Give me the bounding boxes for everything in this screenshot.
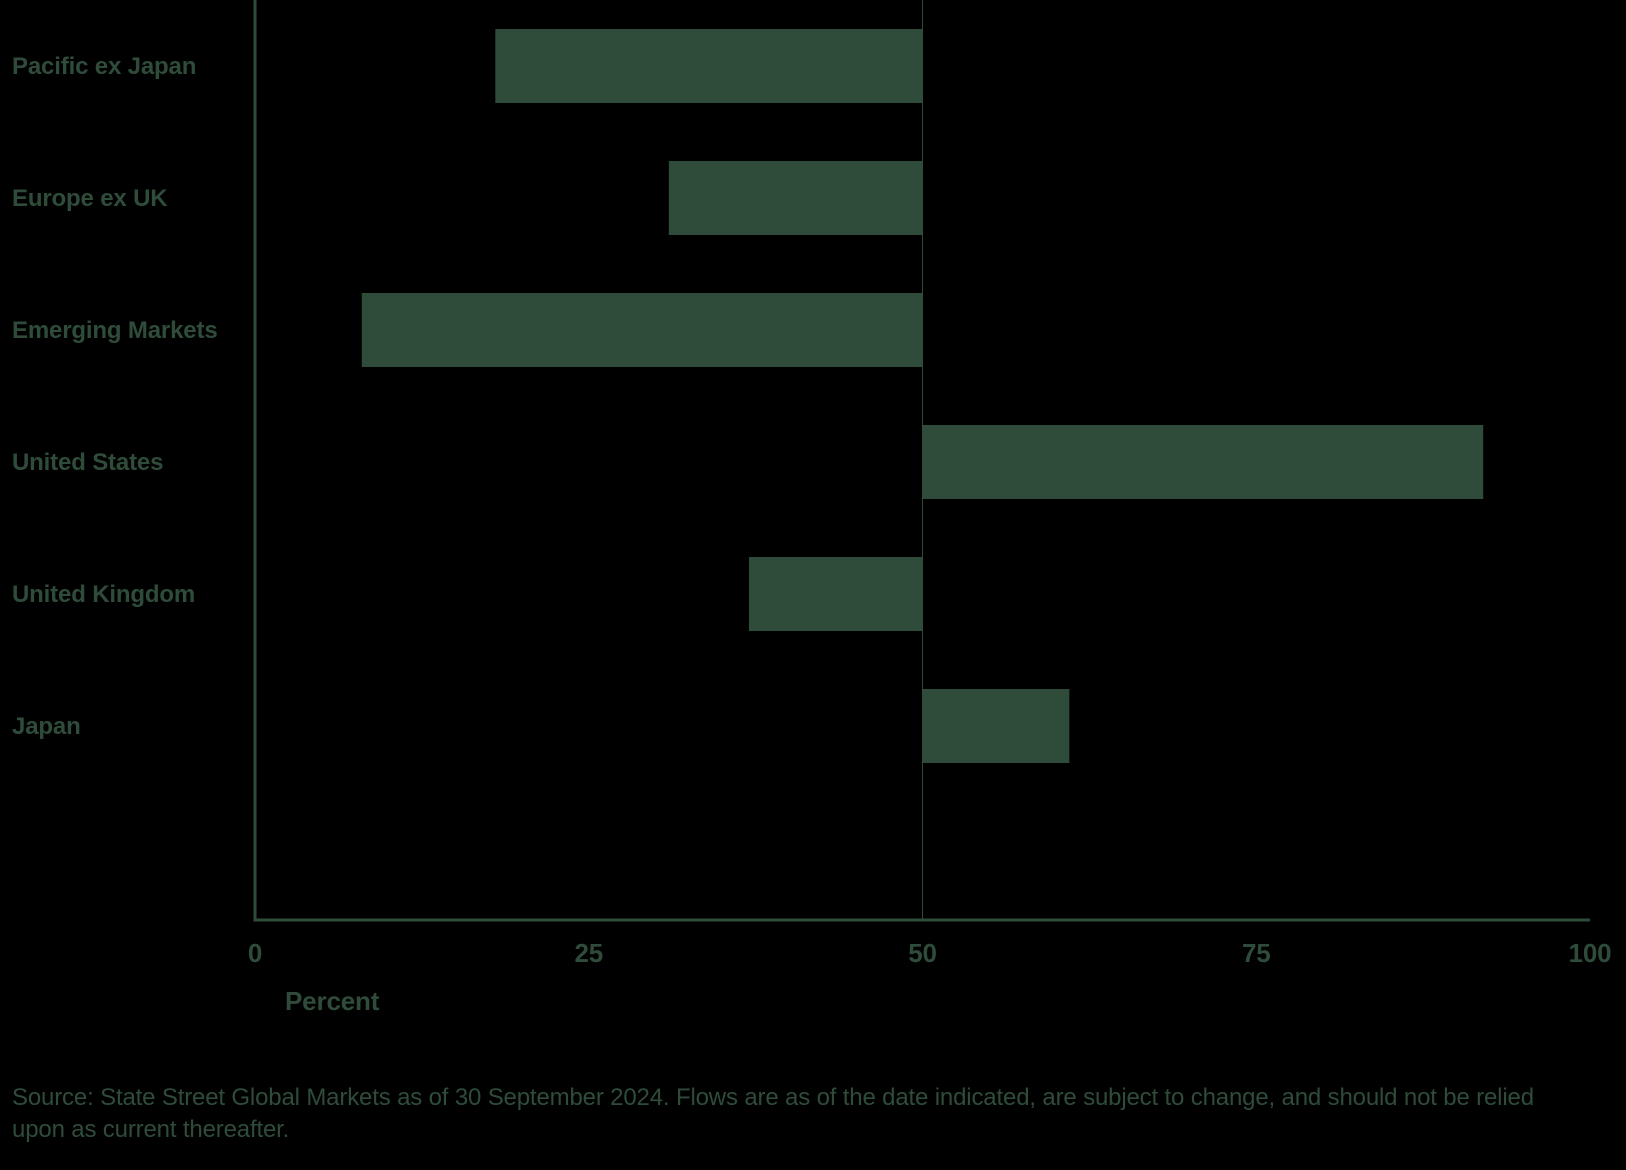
x-axis-tick: 0 <box>248 938 262 968</box>
flows-bar-chart: Pacific ex Japan Europe ex UK Emerging Mar… <box>0 0 1626 1060</box>
bar <box>749 557 923 631</box>
y-axis-label: Europe ex UK <box>12 185 168 212</box>
bar <box>669 161 923 235</box>
x-axis-tick: 50 <box>908 938 937 968</box>
y-axis-label: Pacific ex Japan <box>12 53 196 80</box>
bar <box>495 29 922 103</box>
x-axis-tick: 75 <box>1242 938 1271 968</box>
bar <box>362 293 923 367</box>
x-axis-title: Percent <box>285 986 380 1016</box>
bar <box>923 689 1070 763</box>
source-footnote: Source: State Street Global Markets as o… <box>12 1082 1586 1147</box>
y-axis-label: United States <box>12 449 163 476</box>
x-axis-tick: 25 <box>574 938 603 968</box>
bar <box>923 425 1484 499</box>
x-axis-tick: 100 <box>1569 938 1612 968</box>
y-axis-label: United Kingdom <box>12 581 195 608</box>
y-axis-label: Emerging Markets <box>12 317 218 344</box>
y-axis-label: Japan <box>12 713 81 740</box>
